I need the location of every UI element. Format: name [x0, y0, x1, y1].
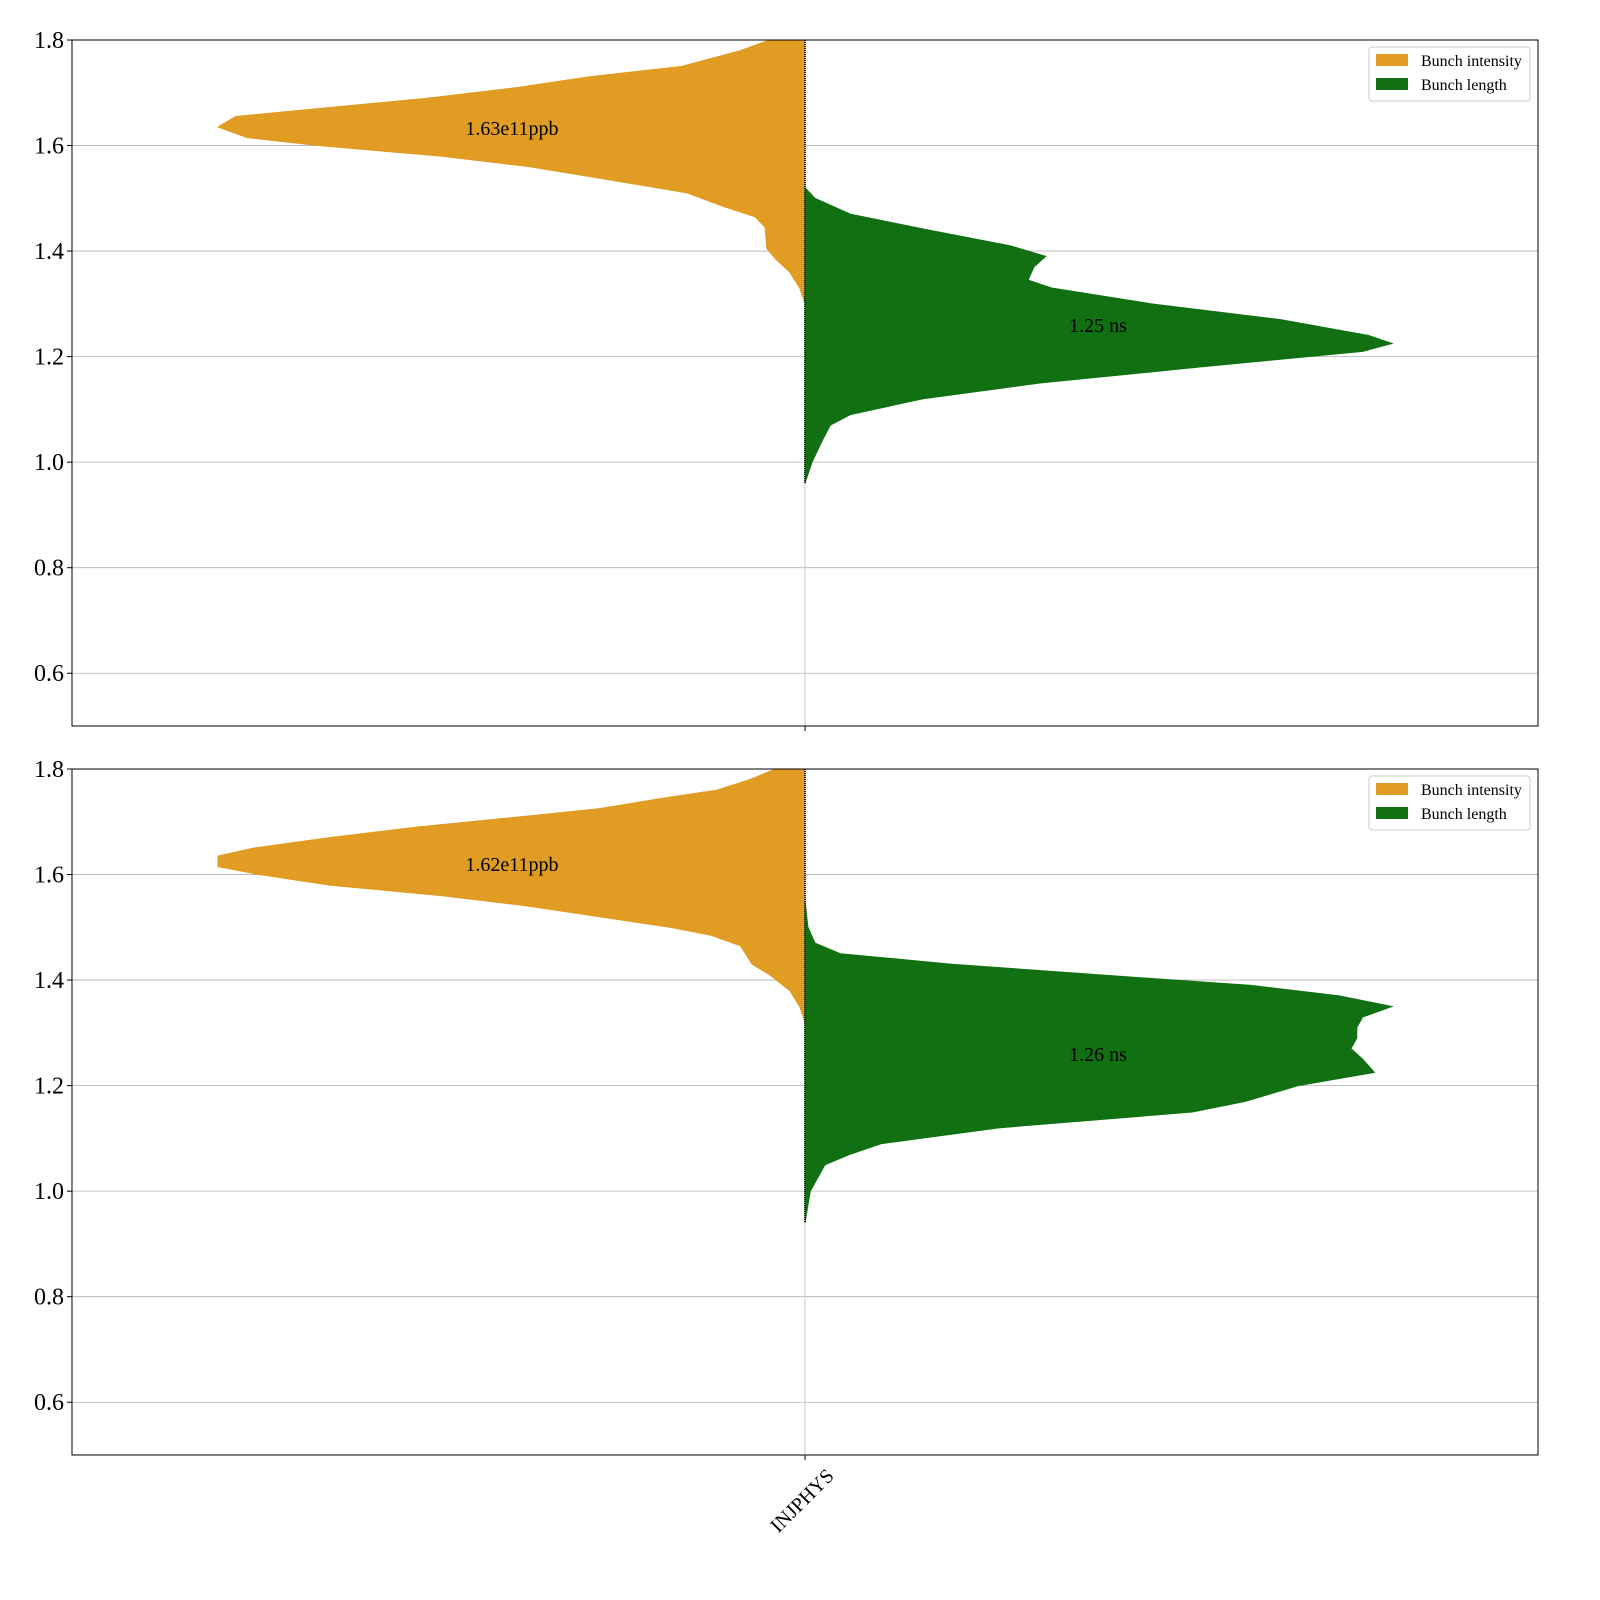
violin-annotation: 1.62e11ppb — [465, 854, 558, 876]
violin-half-right-bunch-length — [804, 900, 1394, 1223]
violin-annotation: 1.63e11ppb — [465, 118, 558, 140]
legend-swatch — [1376, 54, 1408, 66]
panel-1: 0.6 0.8 1.0 1.2 1.4 1.6 1.8 1.63e11ppb 1.25 ns Bu… — [34, 28, 1539, 731]
legend: Bunch intensity Bunch length — [1368, 775, 1531, 831]
violin-half-left-bunch-intensity — [217, 768, 806, 1023]
legend-box — [1368, 46, 1531, 102]
y-tick-label: 0.6 — [34, 1390, 64, 1416]
legend-swatch — [1376, 783, 1408, 795]
y-tick-label: 0.8 — [34, 1285, 64, 1311]
y-tick-label: 1.2 — [34, 1074, 64, 1100]
y-tick-label: 1.0 — [34, 1179, 64, 1205]
violin-half-left-bunch-intensity — [216, 39, 806, 305]
y-tick-label: 1.8 — [34, 757, 64, 783]
violin-annotation: 1.25 ns — [1069, 315, 1127, 337]
legend: Bunch intensity Bunch length — [1368, 46, 1531, 102]
violin-annotation: 1.26 ns — [1069, 1044, 1127, 1066]
y-tick-label: 1.6 — [34, 134, 64, 160]
y-tick-label: 0.6 — [34, 661, 64, 687]
y-tick-label: 0.8 — [34, 556, 64, 582]
y-tick-label: 1.2 — [34, 345, 64, 371]
y-tick-label: 1.6 — [34, 863, 64, 889]
legend-box — [1368, 775, 1531, 831]
violin-half-right-bunch-length — [804, 186, 1394, 484]
y-tick-label: 1.8 — [34, 28, 64, 54]
y-tick-label: 1.4 — [34, 968, 64, 994]
legend-label: Bunch length — [1421, 77, 1507, 94]
legend-label: Bunch intensity — [1421, 53, 1522, 70]
legend-swatch — [1376, 807, 1408, 819]
y-tick-label: 1.4 — [34, 239, 64, 265]
legend-label: Bunch length — [1421, 806, 1507, 823]
legend-swatch — [1376, 78, 1408, 90]
y-tick-label: 1.0 — [34, 450, 64, 476]
x-tick-label: INJPHYS — [766, 1465, 838, 1537]
legend-label: Bunch intensity — [1421, 782, 1522, 799]
panel-2: 0.6 0.8 1.0 1.2 1.4 1.6 1.8 1.62e11ppb 1.26 ns IN… — [34, 757, 1539, 1537]
